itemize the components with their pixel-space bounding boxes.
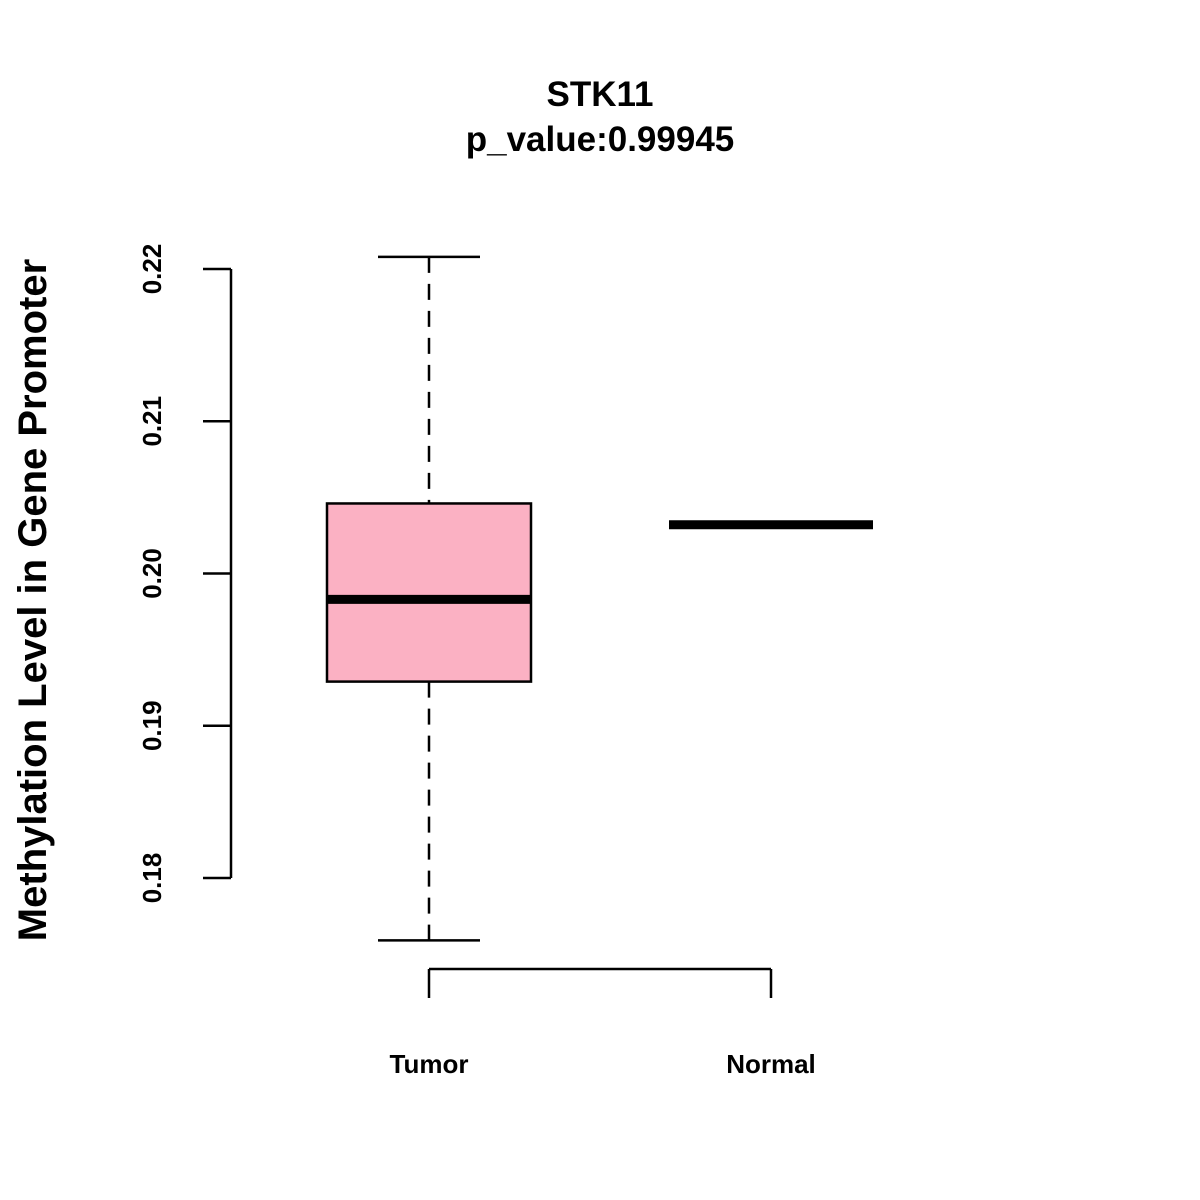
chart-title: STK11 xyxy=(547,75,654,114)
y-tick-label: 0.18 xyxy=(137,853,167,904)
x-tick-label: Normal xyxy=(726,1049,816,1079)
x-tick-label: Tumor xyxy=(390,1049,469,1079)
y-axis-label: Methylation Level in Gene Promoter xyxy=(11,259,55,941)
plot-area xyxy=(325,255,873,942)
iqr-box xyxy=(325,502,533,683)
box-tumor xyxy=(325,255,533,942)
y-tick-label: 0.20 xyxy=(137,548,167,599)
y-axis: 0.18 0.19 0.20 0.21 0.22 xyxy=(137,244,233,904)
y-tick-label: 0.22 xyxy=(137,244,167,295)
y-tick-label: 0.19 xyxy=(137,700,167,751)
x-axis: Tumor Normal xyxy=(390,967,816,1079)
y-tick-label: 0.21 xyxy=(137,396,167,447)
chart-subtitle: p_value:0.99945 xyxy=(466,120,735,159)
